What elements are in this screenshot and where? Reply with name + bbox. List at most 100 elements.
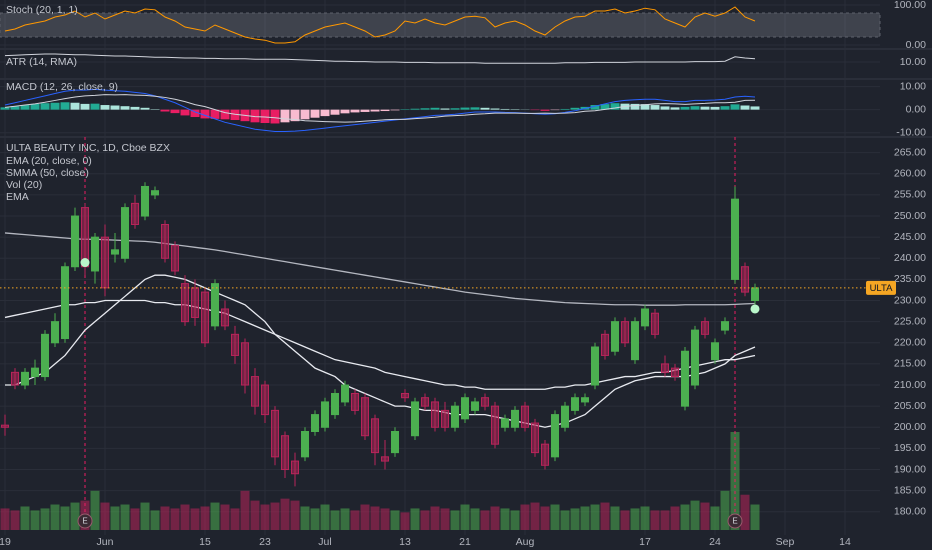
volume-bar <box>510 510 520 530</box>
volume-bar <box>60 506 70 530</box>
candle-body <box>641 308 649 327</box>
candle-body <box>161 223 169 259</box>
candle-body <box>401 392 409 399</box>
candle-body <box>201 291 209 344</box>
macd-histogram-bar <box>360 109 370 112</box>
macd-histogram-bar <box>500 108 510 110</box>
macd-histogram-bar <box>440 108 450 110</box>
y-tick-label: 255.00 <box>894 189 926 201</box>
macd-histogram-bar <box>190 109 200 118</box>
macd-histogram-bar <box>40 103 50 110</box>
y-tick-label: 240.00 <box>894 252 926 264</box>
x-tick-label: 17 <box>639 536 651 548</box>
candle-body <box>651 312 659 335</box>
volume-bar <box>280 498 290 530</box>
macd-histogram-bar <box>690 106 700 110</box>
volume-bar <box>30 510 40 530</box>
candle-body <box>511 409 519 428</box>
macd-histogram-bar <box>630 103 640 110</box>
candle-body <box>271 409 279 458</box>
volume-bar <box>500 508 510 530</box>
volume-bar <box>580 506 590 530</box>
macd-histogram-bar <box>80 103 90 110</box>
volume-bar <box>740 494 750 530</box>
candle-body <box>731 198 739 280</box>
volume-bar <box>0 508 10 530</box>
macd-histogram-bar <box>30 103 40 110</box>
macd-histogram-bar <box>490 108 500 110</box>
volume-bar <box>230 508 240 530</box>
candle-body <box>311 414 319 432</box>
candle-body <box>381 456 389 462</box>
volume-bar <box>260 504 270 530</box>
candle-body <box>281 435 289 471</box>
legend-entry: EMA (20, close, 0) <box>6 155 92 167</box>
indicator-line <box>4 232 756 306</box>
candle-body <box>331 392 339 416</box>
macd-line <box>4 88 756 133</box>
atr-title: ATR (14, RMA) <box>6 56 77 68</box>
candle-body <box>301 430 309 458</box>
macd-histogram-bar <box>750 106 760 110</box>
macd-histogram-bar <box>600 104 610 110</box>
candle-body <box>231 333 239 356</box>
macd-histogram-bar <box>230 109 240 121</box>
volume-bar <box>440 508 450 530</box>
macd-histogram-bar <box>370 109 380 112</box>
last-price-box <box>866 280 896 295</box>
y-tick-label: 210.00 <box>894 379 926 391</box>
volume-bar <box>680 504 690 530</box>
x-tick-label: 15 <box>199 536 211 548</box>
candle-body <box>101 236 109 289</box>
macd-histogram-bar <box>180 109 190 116</box>
volume-bar <box>470 508 480 530</box>
candle-body <box>541 443 549 466</box>
macd-histogram-bar <box>220 109 230 120</box>
candle-body <box>211 283 219 327</box>
candle-body <box>241 342 249 386</box>
y-tick-label: 200.00 <box>894 421 926 433</box>
y-tick-label: -10.00 <box>896 126 926 138</box>
macd-histogram-bar <box>720 106 730 110</box>
macd-histogram-bar <box>300 109 310 120</box>
candle-body <box>321 401 329 428</box>
volume-bar <box>300 506 310 530</box>
candle-body <box>451 405 459 428</box>
macd-histogram-bar <box>320 109 330 117</box>
volume-bar <box>250 500 260 530</box>
macd-histogram-bar <box>330 109 340 115</box>
candle-body <box>51 321 59 344</box>
x-tick-label: 23 <box>259 536 271 548</box>
y-tick-label: 185.00 <box>894 484 926 496</box>
macd-histogram-bar <box>380 109 390 112</box>
candle-body <box>291 460 299 475</box>
candle-body <box>481 397 489 407</box>
candle-body <box>1 424 9 428</box>
volume-bar <box>40 508 50 530</box>
macd-histogram-bar <box>170 109 180 114</box>
indicator-line <box>5 274 756 428</box>
volume-bar <box>600 502 610 530</box>
y-tick-label: 260.00 <box>894 168 926 180</box>
candle-body <box>721 321 729 331</box>
macd-histogram-bar <box>610 103 620 110</box>
candle-body <box>621 321 629 344</box>
volume-bar <box>130 508 140 530</box>
legend-entry: EMA <box>6 191 29 203</box>
event-label: E <box>82 517 87 526</box>
y-tick-label: 100.00 <box>894 0 926 11</box>
y-tick-label: 225.00 <box>894 315 926 327</box>
macd-histogram-bar <box>200 109 210 119</box>
volume-bar <box>290 500 300 530</box>
x-tick-label: Jul <box>318 536 331 548</box>
event-badge <box>77 513 93 529</box>
x-tick-label: Aug <box>516 536 535 548</box>
macd-histogram-bar <box>160 109 170 112</box>
volume-bar <box>380 508 390 530</box>
volume-bar <box>320 504 330 530</box>
pivot-marker <box>750 304 760 314</box>
macd-histogram-bar <box>20 105 30 110</box>
candle-body <box>711 342 719 361</box>
